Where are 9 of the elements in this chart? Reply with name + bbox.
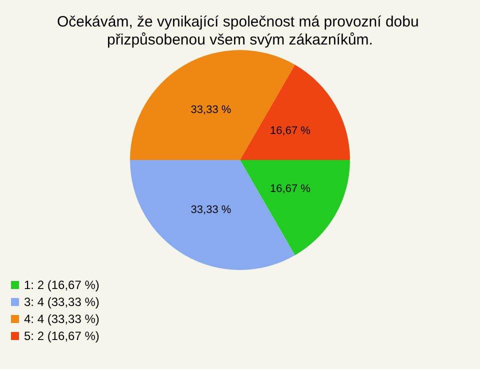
chart-title: Očekávám, že vynikající společnost má provozní dobu přizpůsobenou všem svým zákazníkům. <box>56 14 424 48</box>
data-label: 16,67 % <box>270 124 311 137</box>
data-label: 33,33 % <box>190 104 232 116</box>
data-label: 33,33 % <box>190 204 232 216</box>
legend-label: 4: 4 (33,33 %) <box>24 312 100 326</box>
legend-label: 1: 2 (16,67 %) <box>24 278 100 292</box>
data-label: 16,67 % <box>270 183 311 196</box>
legend-label: 3: 4 (33,33 %) <box>24 295 100 309</box>
legend-label: 5: 2 (16,67 %) <box>24 329 100 343</box>
